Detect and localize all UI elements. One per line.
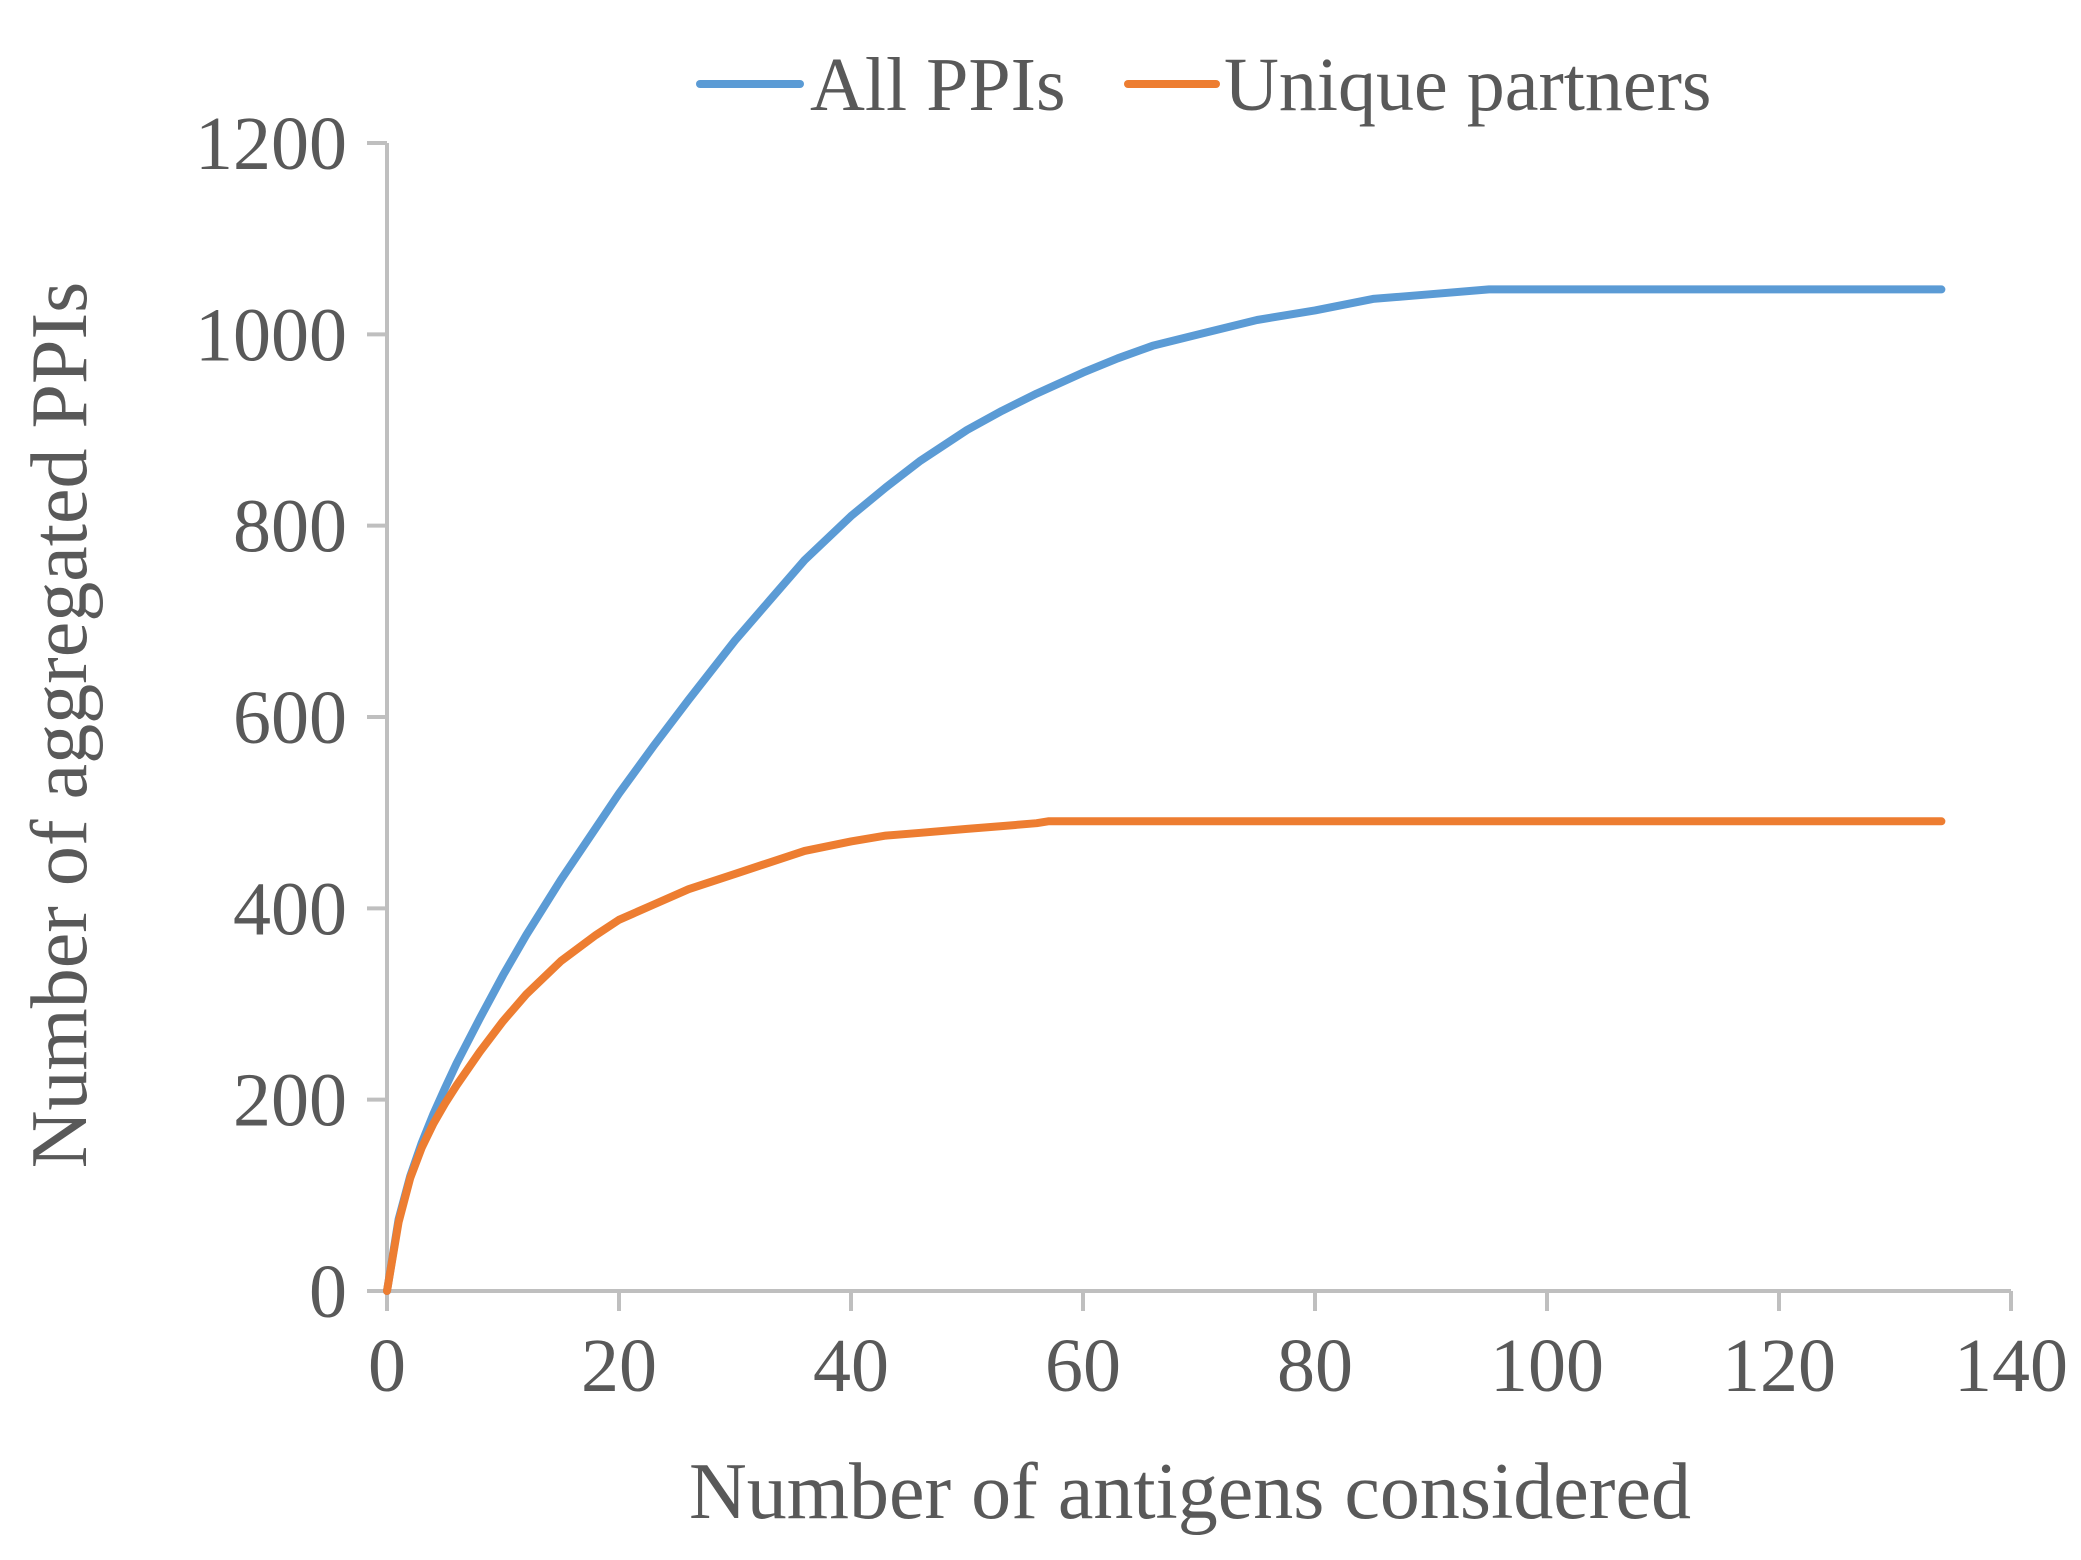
x-tick-label: 100 [1490, 1324, 1604, 1408]
x-tick-label: 60 [1045, 1324, 1121, 1408]
y-tick-label: 400 [233, 867, 347, 951]
x-tick-label: 120 [1722, 1324, 1836, 1408]
x-axis-ticks: 0 20 40 60 80 100 120 140 [368, 1291, 2068, 1408]
x-tick-label: 20 [581, 1324, 657, 1408]
x-tick-label: 40 [813, 1324, 889, 1408]
x-tick-label: 80 [1277, 1324, 1353, 1408]
legend-label-unique-partners: Unique partners [1224, 43, 1712, 127]
series-line-all-ppis [383, 285, 1946, 1295]
y-axis-title: Number of aggregated PPIs [16, 282, 104, 1168]
series-layer [383, 285, 1946, 1295]
y-axis-ticks: 0 200 400 600 800 1000 1200 [195, 102, 387, 1334]
y-tick-label: 200 [233, 1059, 347, 1143]
legend: All PPIs Unique partners [696, 43, 1712, 127]
y-tick-label: 1200 [195, 102, 347, 186]
axes [385, 143, 2011, 1293]
y-tick-label: 1000 [195, 293, 347, 377]
x-axis-title: Number of antigens considered [689, 1448, 1691, 1536]
x-tick-label: 0 [368, 1324, 406, 1408]
x-tick-label: 140 [1954, 1324, 2068, 1408]
y-tick-label: 800 [233, 485, 347, 569]
legend-label-all-ppis: All PPIs [810, 43, 1066, 127]
series-line-unique-partners [383, 817, 1946, 1295]
y-tick-label: 600 [233, 676, 347, 760]
y-tick-label: 0 [309, 1250, 347, 1334]
